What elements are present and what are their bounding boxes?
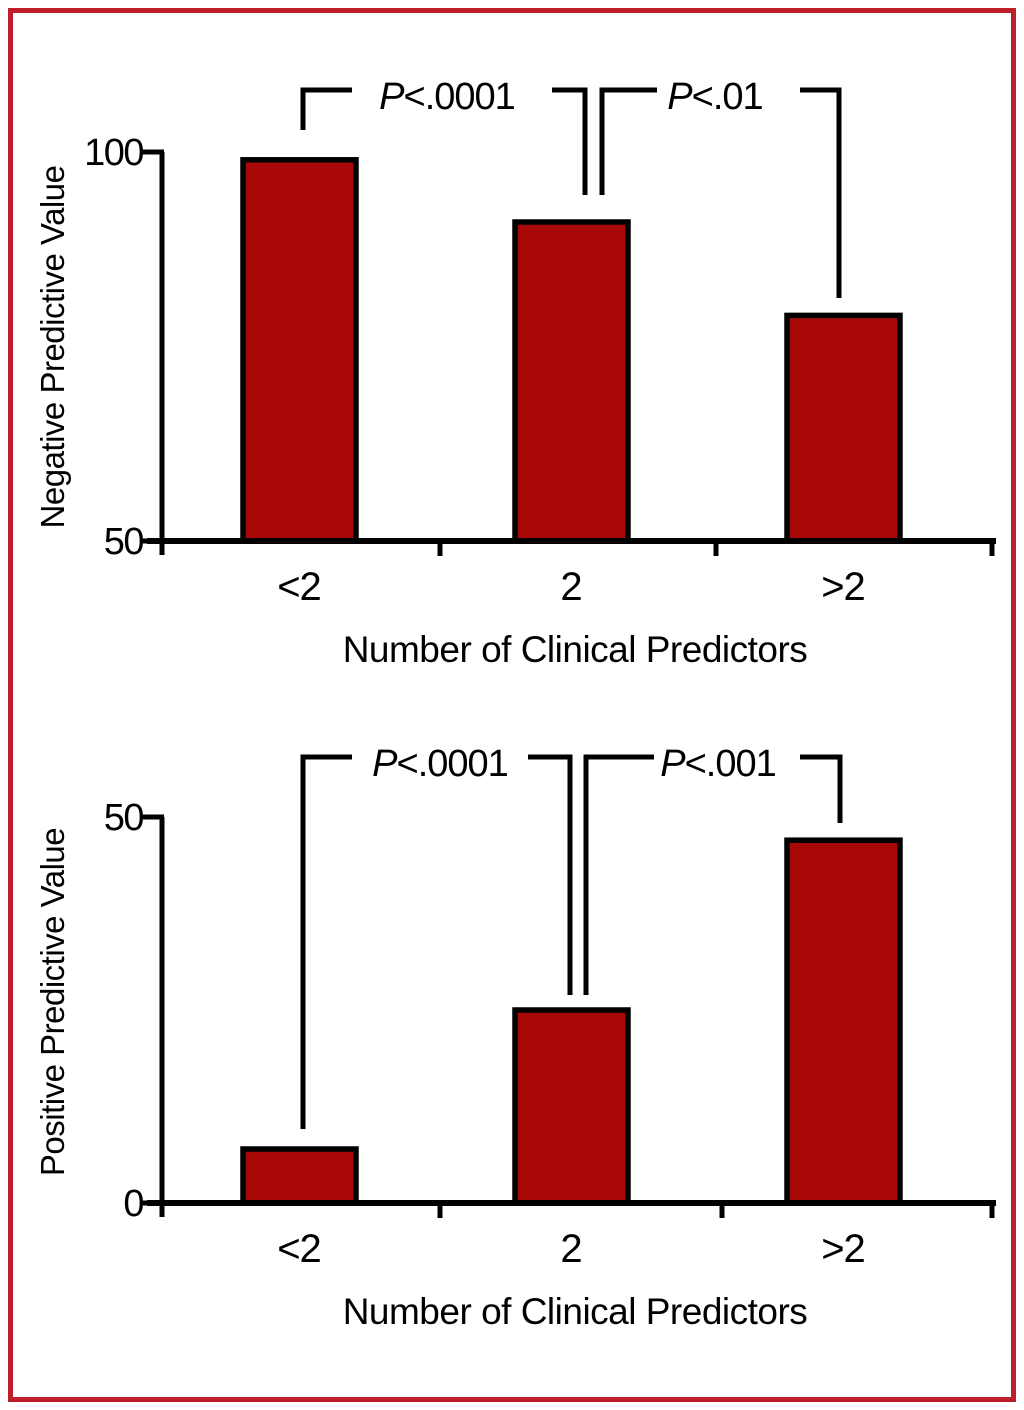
significance-bracket xyxy=(583,754,843,995)
y-axis-title: Negative Predictive Value xyxy=(34,166,71,529)
panel-top-dynamic: P<.0001 P<.01 xyxy=(143,76,996,556)
p-value-label: P<.0001 xyxy=(379,76,515,118)
p-value-label: P<.0001 xyxy=(372,743,508,785)
y-tick-label: 0 xyxy=(123,1183,143,1225)
x-tick-label: <2 xyxy=(277,1227,321,1271)
y-tick-label: 100 xyxy=(84,132,143,174)
x-tick-label: 2 xyxy=(560,565,581,609)
bar->2 xyxy=(784,837,903,1206)
y-axis-title: Positive Predictive Value xyxy=(34,828,71,1176)
x-tick-label: >2 xyxy=(821,565,865,609)
p-value-label: P<.01 xyxy=(667,76,762,118)
x-axis-title: Number of Clinical Predictors xyxy=(343,629,808,670)
bar->2 xyxy=(784,312,903,544)
panel-top: P<.0001 P<.01 100 50 <2 2 >2 Negative Pre… xyxy=(34,76,996,670)
y-tick-label: 50 xyxy=(104,797,144,839)
bar-<2 xyxy=(240,1146,359,1206)
significance-bracket xyxy=(599,87,842,298)
x-tick-label: >2 xyxy=(821,1227,865,1271)
bar-2 xyxy=(512,219,631,544)
significance-bracket xyxy=(300,754,573,1129)
bar-<2 xyxy=(240,157,359,544)
y-tick-label: 50 xyxy=(104,521,144,563)
panel-bottom-dynamic: P<.0001 P<.001 xyxy=(143,743,996,1218)
p-value-label: P<.001 xyxy=(660,743,776,785)
bar-2 xyxy=(512,1007,631,1206)
x-tick-label: <2 xyxy=(277,565,321,609)
panel-bottom: P<.0001 P<.001 50 0 <2 2 >2 Positive Pred… xyxy=(34,743,996,1332)
x-tick-label: 2 xyxy=(560,1227,581,1271)
significance-bracket xyxy=(300,87,588,195)
x-axis-title: Number of Clinical Predictors xyxy=(343,1291,808,1332)
